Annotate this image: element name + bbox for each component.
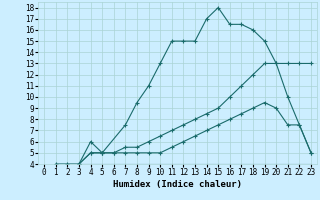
- X-axis label: Humidex (Indice chaleur): Humidex (Indice chaleur): [113, 180, 242, 189]
